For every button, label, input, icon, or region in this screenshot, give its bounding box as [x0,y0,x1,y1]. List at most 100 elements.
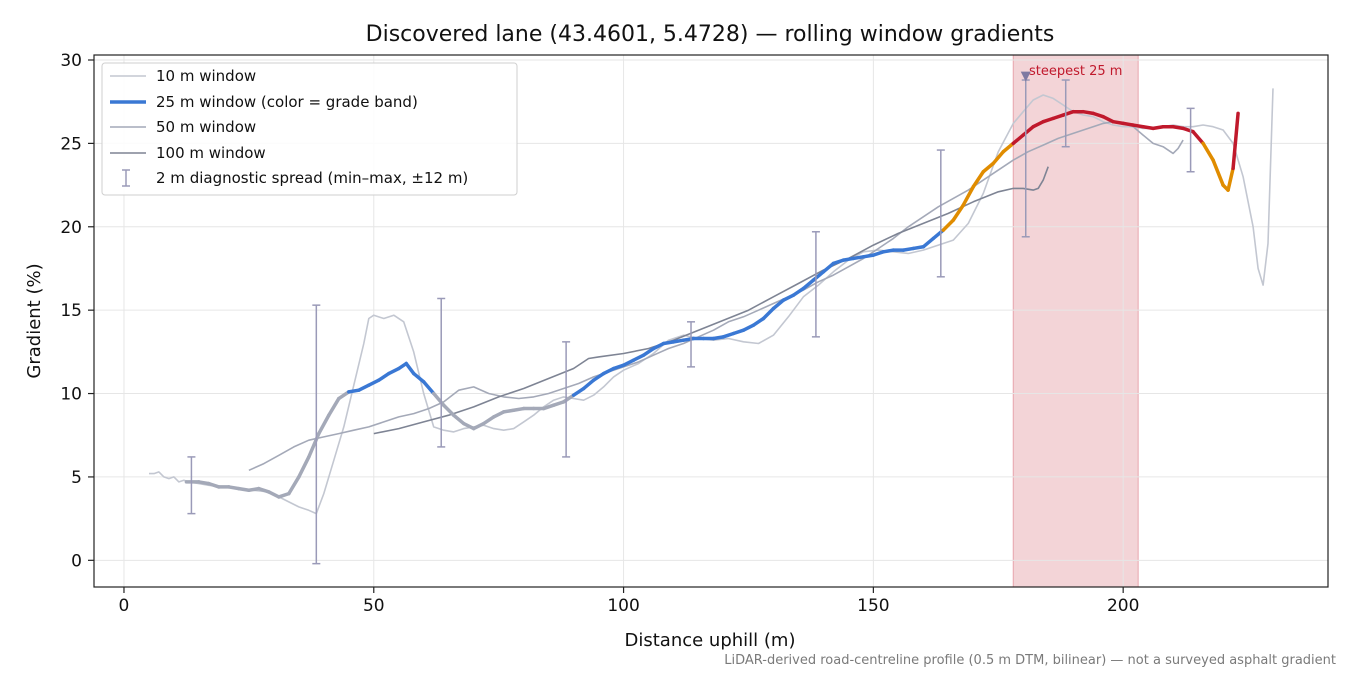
series-segment-25m [811,270,826,282]
y-tick-label: 0 [71,551,82,571]
series-segment-25m [377,371,391,382]
legend-label-50m: 50 m window [156,118,256,136]
series-segment-25m [941,218,956,232]
series-segment-25m [1091,111,1105,119]
series-segment-25m [411,371,426,384]
series-segment-25m [267,490,281,499]
x-tick-label: 0 [119,596,130,616]
legend-label-100m: 100 m window [156,144,266,162]
y-axis-label: Gradient (%) [24,263,45,378]
plot-area: steepest 25 m 0 50 100 150 200 0 5 10 15 20 25 30 [60,51,1329,616]
x-tick-label: 150 [857,596,889,616]
series-segment-25m [307,431,321,459]
series-segment-25m [541,403,556,411]
plot-frame [93,54,1329,588]
series-segment-25m [991,149,1006,166]
diagnostic-error-bar [1186,107,1195,173]
series-segment-25m [277,491,291,499]
y-tick-label: 10 [60,385,82,405]
series-segment-25m [451,413,466,426]
series-segment-25m [971,169,986,189]
series-segment-25m [421,380,436,396]
series-segment-25m [931,228,946,241]
steepest-label: steepest 25 m [1029,64,1122,79]
series-segment-25m [741,323,756,332]
series-segment-25m [821,261,836,274]
x-tick-label: 100 [607,596,639,616]
diagnostic-error-bar [562,341,571,458]
diagnostic-error-bar [312,304,321,565]
series-segment-25m [297,455,311,479]
diagnostic-error-bar [936,149,945,278]
chart-title: Discovered lane (43.4601, 5.4728) — roll… [366,22,1055,47]
series-segment-25m [731,328,746,336]
series-segment-25m [1201,141,1215,162]
legend: 10 m window 25 m window (color = grade b… [101,62,518,196]
legend-swatch-diagnostic [122,169,130,187]
series-segment-25m [1101,114,1115,124]
diagnostic-error-bar [1061,79,1070,148]
diagnostic-error-bar [811,231,820,338]
series-segment-25m [921,236,936,249]
series-line-25m [184,109,1240,499]
y-tick-label: 30 [60,51,82,71]
series-segment-25m [551,400,566,407]
y-tick-label: 15 [60,301,82,321]
series-segment-25m [961,184,976,207]
series-segment-25m [404,361,416,376]
series-segment-25m [621,358,636,367]
series-segment-25m [771,298,786,311]
legend-label-diagnostic: 2 m diagnostic spread (min–max, ±12 m) [156,169,468,187]
y-tick-label: 20 [60,218,82,238]
series-segment-25m [751,316,766,327]
series-segment-25m [801,278,816,291]
series-segment-25m [1231,111,1240,171]
series-segment-25m [591,371,606,382]
series-segment-25m [561,393,576,404]
series-line-50m [248,120,1184,472]
y-tick-label: 5 [71,468,82,488]
series-segment-25m [1021,124,1035,137]
series-segment-25m [651,341,666,351]
series-segment-25m [581,378,596,391]
x-axis-label: Distance uphill (m) [625,630,796,651]
steepest-highlight-band [1012,54,1139,588]
series-segment-25m [631,353,646,362]
series-segment-25m [1041,116,1055,124]
series-segment-25m [1181,126,1195,134]
steepest-marker-triangle [1020,71,1031,82]
footnote: LiDAR-derived road-centreline profile (0… [724,653,1336,668]
series-segment-25m [601,366,616,376]
series-segment-25m [1011,133,1025,146]
legend-label-10m: 10 m window [156,67,256,85]
series-segment-25m [367,378,381,387]
series-segment-25m [337,390,351,401]
series-segment-25m [571,386,586,397]
series-segment-25m [1061,109,1075,117]
series-segment-25m [951,203,966,222]
diagnostic-error-bar [687,321,696,368]
series-segment-25m [481,415,496,426]
series-segment-25m [981,161,996,174]
series-segment-25m [317,413,331,436]
series-segment-25m [287,475,301,496]
x-tick-label: 200 [1107,596,1139,616]
series-segment-25m [431,391,446,407]
series-segment-25m [641,346,656,357]
series-segment-25m [441,403,456,417]
series-segment-25m [871,250,886,257]
series-segment-25m [1001,141,1016,154]
diagnostic-error-bar [437,297,446,448]
series-segment-25m [327,396,341,417]
series-line-100m [373,166,1049,435]
series-segment-25m [491,410,506,419]
series-segment-25m [357,383,371,392]
diagnostic-error-bar [187,456,196,515]
series-segment-25m [1226,166,1235,192]
series-segment-25m [781,293,796,302]
legend-label-25m: 25 m window (color = grade band) [156,93,418,111]
series-segment-25m [471,421,486,431]
series-segment-25m [1051,113,1065,121]
series-segment-25m [791,286,806,297]
